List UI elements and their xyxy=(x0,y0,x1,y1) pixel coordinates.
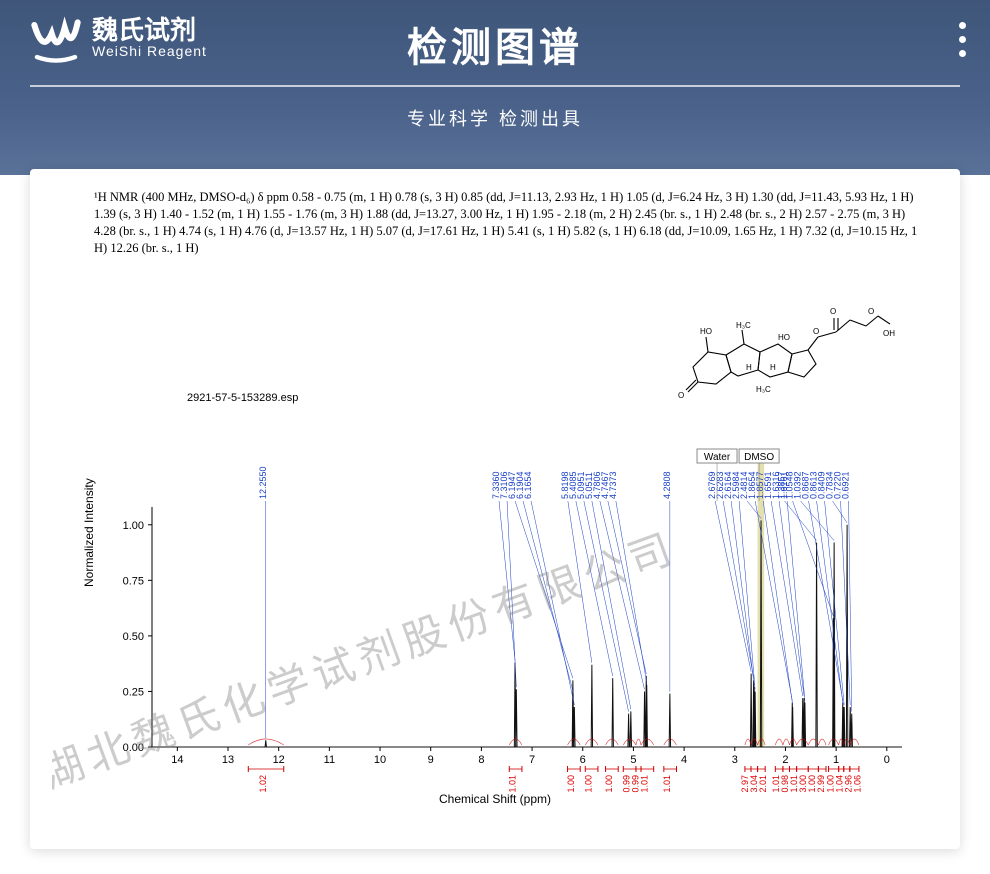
svg-text:8: 8 xyxy=(478,754,484,766)
svg-text:H: H xyxy=(746,363,752,372)
svg-text:1.06: 1.06 xyxy=(853,775,863,793)
svg-text:11: 11 xyxy=(324,754,335,766)
svg-text:Water: Water xyxy=(704,452,731,463)
svg-text:12: 12 xyxy=(273,754,285,766)
svg-text:HO: HO xyxy=(778,333,790,342)
report-card: ¹H NMR (400 MHz, DMSO-d₆) δ ppm 0.58 - 0… xyxy=(30,169,960,849)
svg-text:0.75: 0.75 xyxy=(123,575,144,587)
svg-text:4.7373: 4.7373 xyxy=(608,471,618,499)
svg-text:2: 2 xyxy=(782,754,788,766)
svg-text:1.00: 1.00 xyxy=(566,775,576,793)
svg-text:OH: OH xyxy=(883,329,895,338)
svg-text:12.2550: 12.2550 xyxy=(258,466,268,499)
svg-text:1.01: 1.01 xyxy=(508,775,518,793)
x-axis-label: Chemical Shift (ppm) xyxy=(52,792,938,806)
svg-text:0: 0 xyxy=(884,754,890,766)
brand-en: WeiShi Reagent xyxy=(92,43,207,59)
nmr-spectrum-chart: 0.000.250.500.751.0014131211109876543210… xyxy=(112,447,912,777)
esp-filename: 2921-57-5-153289.esp xyxy=(187,392,298,404)
svg-text:7: 7 xyxy=(529,754,535,766)
title-divider xyxy=(30,85,960,87)
svg-text:O: O xyxy=(830,307,836,316)
brand: 魏氏试剂 WeiShi Reagent xyxy=(30,12,207,64)
svg-text:10: 10 xyxy=(374,754,386,766)
svg-text:0.25: 0.25 xyxy=(123,686,144,698)
nmr-description: ¹H NMR (400 MHz, DMSO-d₆) δ ppm 0.58 - 0… xyxy=(52,187,938,257)
y-axis-label: Normalized Intensity xyxy=(82,478,96,587)
svg-text:1.00: 1.00 xyxy=(584,775,594,793)
svg-text:2.01: 2.01 xyxy=(758,775,768,793)
svg-text:0.00: 0.00 xyxy=(123,742,144,754)
report-canvas: ¹H NMR (400 MHz, DMSO-d₆) δ ppm 0.58 - 0… xyxy=(52,187,938,831)
svg-text:HO: HO xyxy=(700,327,712,336)
svg-text:1.00: 1.00 xyxy=(604,775,614,793)
svg-text:6: 6 xyxy=(580,754,586,766)
svg-text:1: 1 xyxy=(833,754,839,766)
more-menu-icon[interactable] xyxy=(959,22,966,57)
svg-text:0.50: 0.50 xyxy=(123,631,144,643)
header: 魏氏试剂 WeiShi Reagent 检测图谱 专业科学 检测出具 xyxy=(0,0,990,175)
svg-text:1.00: 1.00 xyxy=(123,520,144,532)
svg-text:13: 13 xyxy=(222,754,234,766)
svg-text:H₃C: H₃C xyxy=(736,321,751,330)
svg-text:4.2808: 4.2808 xyxy=(662,471,672,499)
molecule-structure: HO H₃C HO O O O OH O H H H₃C xyxy=(678,272,898,407)
svg-text:14: 14 xyxy=(171,754,183,766)
svg-text:H₃C: H₃C xyxy=(756,385,771,394)
svg-text:1.02: 1.02 xyxy=(258,775,268,793)
svg-text:H: H xyxy=(770,363,776,372)
svg-text:5: 5 xyxy=(630,754,636,766)
brand-logo-icon xyxy=(30,12,82,64)
svg-text:0.6921: 0.6921 xyxy=(841,471,851,499)
svg-text:1.01: 1.01 xyxy=(662,775,672,793)
svg-text:3: 3 xyxy=(732,754,738,766)
svg-text:DMSO: DMSO xyxy=(744,452,774,463)
svg-text:9: 9 xyxy=(428,754,434,766)
svg-text:6.1654: 6.1654 xyxy=(523,471,533,499)
svg-text:O: O xyxy=(813,327,819,336)
page-subtitle: 专业科学 检测出具 xyxy=(0,105,990,131)
svg-text:O: O xyxy=(868,307,874,316)
brand-text: 魏氏试剂 WeiShi Reagent xyxy=(92,17,207,59)
svg-text:4: 4 xyxy=(681,754,687,766)
svg-text:1.01: 1.01 xyxy=(640,775,650,793)
svg-text:O: O xyxy=(678,391,684,400)
brand-cn: 魏氏试剂 xyxy=(92,17,207,43)
